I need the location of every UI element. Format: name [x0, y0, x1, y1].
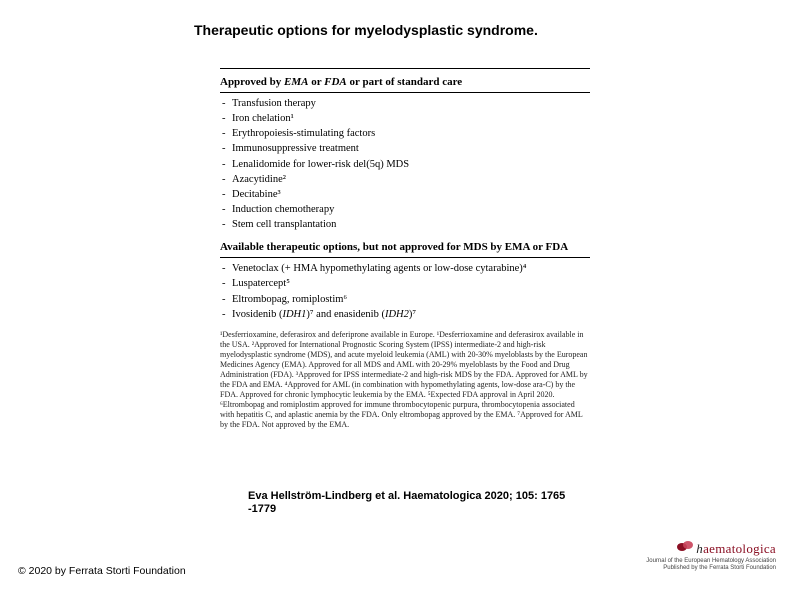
logo-row: haematologica	[646, 539, 776, 557]
list-item: Induction chemotherapy	[220, 203, 590, 217]
logo-wordmark: haematologica	[696, 541, 776, 557]
list-item: Transfusion therapy	[220, 97, 590, 111]
section2-heading: Available therapeutic options, but not a…	[220, 240, 590, 258]
footnotes: ¹Desferrioxamine, deferasirox and deferi…	[220, 330, 590, 430]
list-item: Stem cell transplantation	[220, 218, 590, 232]
section2-list: Venetoclax (+ HMA hypomethylating agents…	[220, 262, 590, 322]
list-item: Immunosuppressive treatment	[220, 142, 590, 156]
logo-icon	[676, 539, 694, 553]
logo-subtitle-2: Published by the Ferrata Storti Foundati…	[646, 565, 776, 571]
list-item: Ivosidenib (IDH1)⁷ and enasidenib (IDH2)…	[220, 308, 590, 322]
list-item: Decitabine³	[220, 188, 590, 202]
section1-list: Transfusion therapyIron chelation¹Erythr…	[220, 97, 590, 233]
top-rule	[220, 68, 590, 69]
list-item: Iron chelation¹	[220, 112, 590, 126]
content-block: Approved by EMA or FDA or part of standa…	[220, 68, 590, 430]
citation: Eva Hellström-Lindberg et al. Haematolog…	[248, 490, 568, 516]
copyright: © 2020 by Ferrata Storti Foundation	[18, 565, 186, 577]
page-title: Therapeutic options for myelodysplastic …	[194, 22, 538, 38]
list-item: Luspatercept⁵	[220, 277, 590, 291]
list-item: Azacytidine²	[220, 173, 590, 187]
section1-heading: Approved by EMA or FDA or part of standa…	[220, 75, 590, 93]
list-item: Venetoclax (+ HMA hypomethylating agents…	[220, 262, 590, 276]
logo-subtitle-1: Journal of the European Hematology Assoc…	[646, 558, 776, 564]
list-item: Eltrombopag, romiplostim⁶	[220, 293, 590, 307]
journal-logo: haematologica Journal of the European He…	[646, 539, 776, 571]
list-item: Lenalidomide for lower-risk del(5q) MDS	[220, 158, 590, 172]
list-item: Erythropoiesis-stimulating factors	[220, 127, 590, 141]
